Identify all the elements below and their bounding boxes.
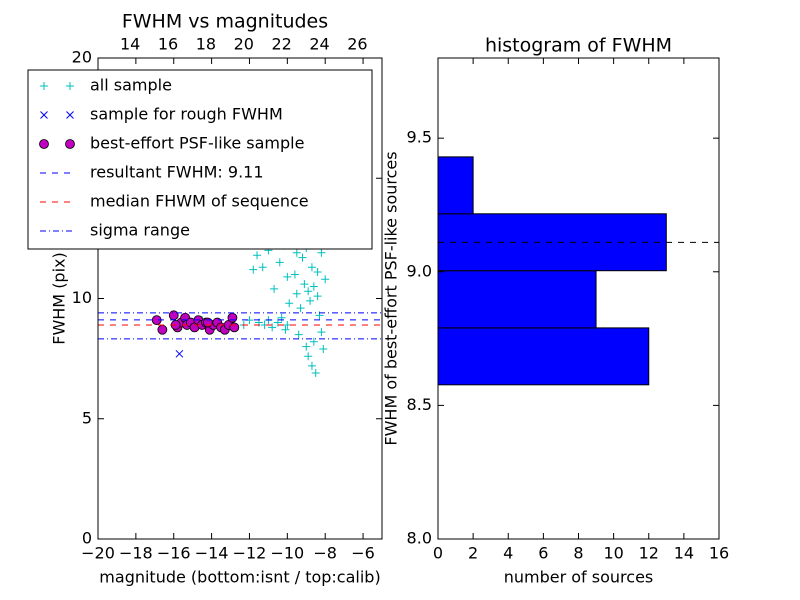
legend-label: resultant FWHM: 9.11 (90, 163, 264, 182)
x-tick-label: −14 (195, 544, 229, 563)
x-tick-label: −12 (233, 544, 267, 563)
plus-marker (307, 263, 316, 272)
y-tick-label: 8.0 (407, 529, 432, 548)
axes-frame (97, 57, 383, 540)
plus-marker (270, 284, 279, 293)
y-tick-label: 8.5 (407, 395, 432, 414)
plus-marker (304, 352, 313, 361)
y-axis-label: FWHM (pix) (50, 252, 69, 345)
x-marker (66, 111, 74, 119)
plus-marker (309, 337, 318, 346)
plus-marker (311, 369, 320, 378)
legend-label: all sample (90, 76, 172, 95)
plus-marker (258, 263, 267, 272)
plus-marker (281, 325, 290, 334)
y-tick-label: 0 (82, 529, 92, 548)
x-tick-label: 16 (709, 544, 729, 563)
x-tick-label: 10 (603, 544, 623, 563)
top-tick-label: 18 (196, 35, 216, 54)
x-tick-label: −16 (157, 544, 191, 563)
plus-marker (275, 258, 284, 267)
plus-marker (285, 299, 294, 308)
x-tick-label: −20 (81, 544, 115, 563)
plus-marker (317, 248, 326, 257)
plus-marker (66, 82, 74, 90)
circle-marker (229, 322, 240, 333)
bar (437, 156, 474, 215)
circle-marker (65, 139, 75, 149)
x-tick-label: 8 (573, 544, 583, 563)
plus-marker (283, 272, 292, 281)
legend-box (27, 69, 373, 250)
top-tick-label: 16 (158, 35, 178, 54)
plus-marker (283, 320, 292, 329)
plus-marker (296, 304, 305, 313)
top-tick-label: 26 (347, 35, 367, 54)
plus-marker (253, 251, 262, 260)
circle-marker (39, 139, 49, 149)
plus-marker (304, 287, 313, 296)
x-tick-label: −10 (270, 544, 304, 563)
y-tick-label: 9.5 (407, 128, 432, 147)
x-tick-label: −8 (313, 544, 337, 563)
x-marker (175, 349, 184, 358)
plus-marker (294, 330, 303, 339)
legend-label: best-effort PSF-like sample (90, 134, 304, 153)
top-tick-label: 20 (234, 35, 254, 54)
plus-marker (249, 265, 258, 274)
x-tick-label: 12 (639, 544, 659, 563)
chart-title: histogram of FWHM (485, 35, 672, 57)
x-tick-label: 6 (538, 544, 548, 563)
plus-marker (290, 270, 299, 279)
plus-marker (321, 275, 330, 284)
circle-marker (157, 324, 168, 335)
x-axis-label: magnitude (bottom:isnt / top:calib) (99, 568, 380, 587)
plus-marker (306, 296, 315, 305)
y-tick-label: 9.0 (407, 261, 432, 280)
bar (437, 270, 597, 329)
plus-marker (302, 342, 311, 351)
plus-marker (268, 323, 277, 332)
plus-marker (309, 282, 318, 291)
plus-marker (300, 280, 309, 289)
x-axis-label: number of sources (504, 568, 654, 587)
y-tick-label: 10 (72, 288, 92, 307)
plus-marker (307, 361, 316, 370)
plus-marker (277, 313, 286, 322)
x-tick-label: −6 (351, 544, 375, 563)
circle-marker (227, 312, 238, 323)
x-tick-label: 2 (468, 544, 478, 563)
y-axis-label: FWHM of best-effort PSF-like sources (382, 151, 401, 445)
top-tick-label: 22 (271, 35, 291, 54)
plus-marker (313, 292, 322, 301)
plus-marker (40, 82, 48, 90)
legend-label: median FHWM of sequence (90, 192, 309, 211)
legend-label: sample for rough FWHM (90, 105, 283, 124)
circle-marker (202, 317, 213, 328)
y-tick-label: 5 (82, 408, 92, 427)
plus-marker (319, 345, 328, 354)
top-tick-label: 24 (309, 35, 329, 54)
circle-marker (168, 310, 179, 321)
x-tick-label: 4 (503, 544, 513, 563)
plus-marker (292, 248, 301, 257)
plus-marker (273, 318, 282, 327)
legend-label: sigma range (90, 221, 190, 240)
plus-marker (298, 253, 307, 262)
axes-frame (437, 57, 720, 540)
plus-marker (292, 289, 301, 298)
x-marker (40, 111, 48, 119)
plus-marker (313, 268, 322, 277)
chart-title: FWHM vs magnitudes (122, 11, 328, 33)
x-tick-label: 14 (674, 544, 694, 563)
plus-marker (317, 328, 326, 337)
x-tick-label: 0 (433, 544, 443, 563)
bar (437, 327, 650, 386)
y-tick-label: 20 (72, 48, 92, 67)
top-tick-label: 14 (120, 35, 140, 54)
x-tick-label: −18 (119, 544, 153, 563)
